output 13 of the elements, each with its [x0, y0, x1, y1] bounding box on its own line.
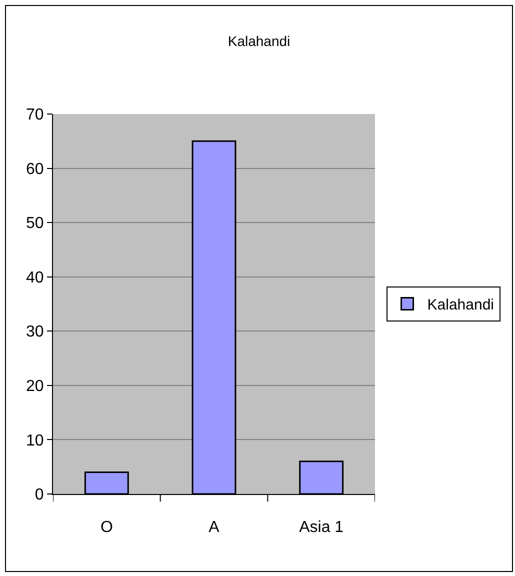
y-tick-label: 0: [34, 486, 44, 504]
legend-label: Kalahandi: [427, 296, 494, 314]
y-tick-label: 40: [26, 269, 44, 286]
chart-title: Kalahandi: [228, 32, 290, 49]
x-tick-label: A: [208, 519, 220, 536]
y-tick-label: 30: [26, 324, 44, 341]
y-tick-label: 50: [26, 215, 44, 232]
y-tick-label: 20: [26, 378, 44, 396]
y-tick-label: 10: [26, 432, 44, 450]
y-tick-label: 70: [26, 106, 44, 124]
x-tick-label: Asia 1: [299, 519, 344, 536]
x-tick-label: O: [100, 519, 113, 536]
y-tick-label: 60: [26, 160, 44, 178]
